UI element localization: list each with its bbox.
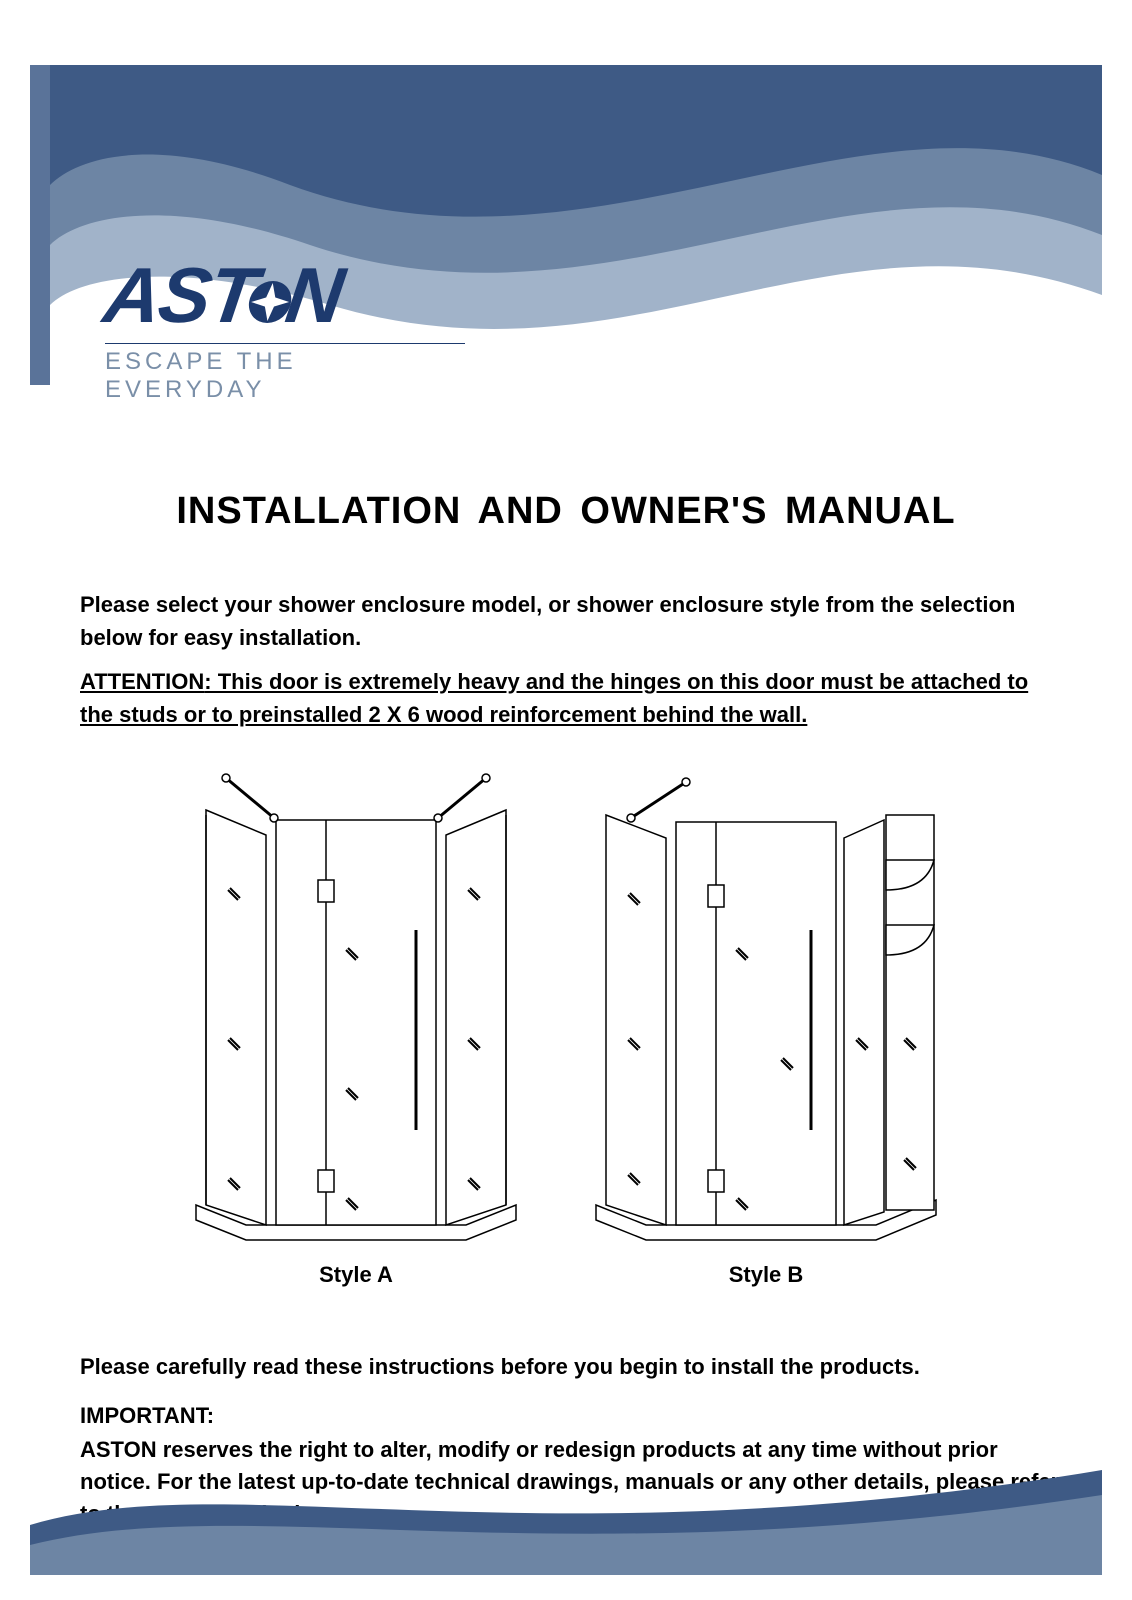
attention-text: ATTENTION: This door is extremely heavy … xyxy=(80,665,1060,731)
footer-wave-graphic xyxy=(30,1455,1102,1575)
style-b-label: Style B xyxy=(586,1262,946,1288)
logo-tagline: ESCAPE THE EVERYDAY xyxy=(105,343,465,404)
style-a-diagram: Style A xyxy=(186,760,526,1288)
page-title: INSTALLATION AND OWNER'S MANUAL xyxy=(0,490,1132,533)
style-diagrams: Style A xyxy=(0,760,1132,1288)
logo-brand: AST N xyxy=(99,250,472,341)
read-instructions-text: Please carefully read these instructions… xyxy=(80,1350,1060,1383)
attention-label: ATTENTION xyxy=(80,669,204,694)
intro-text: Please select your shower enclosure mode… xyxy=(80,588,1060,654)
style-b-diagram: Style B xyxy=(586,760,946,1288)
attention-body: : This door is extremely heavy and the h… xyxy=(80,669,1028,727)
style-a-label: Style A xyxy=(186,1262,526,1288)
logo-diamond-icon xyxy=(245,280,295,324)
important-label: IMPORTANT: xyxy=(80,1400,1060,1432)
manual-page: AST N ESCAPE THE EVERYDAY INSTALLATION A… xyxy=(0,0,1132,1600)
logo: AST N ESCAPE THE EVERYDAY xyxy=(105,250,465,404)
